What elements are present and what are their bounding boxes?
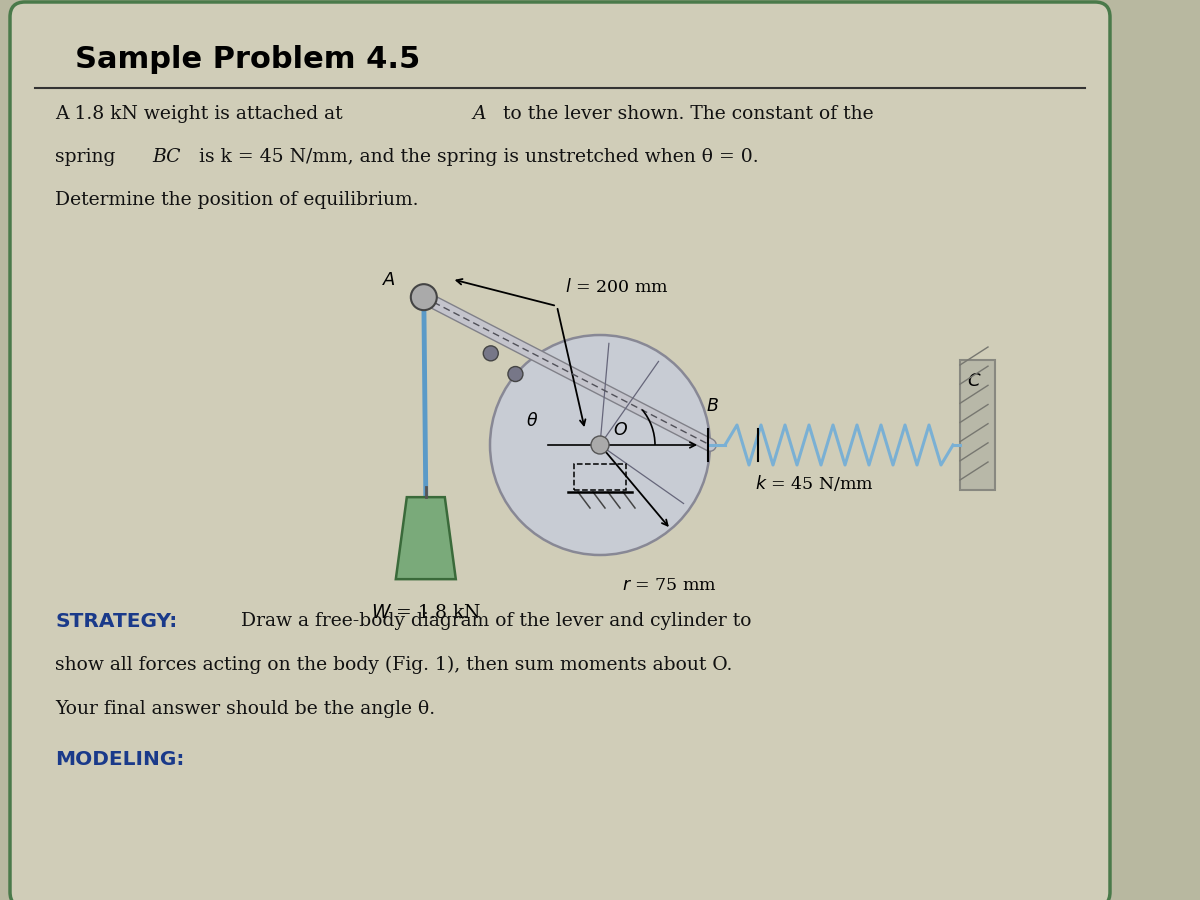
- Text: STRATEGY:: STRATEGY:: [55, 612, 178, 631]
- Text: is k = 45 N/mm, and the spring is unstretched when θ = 0.: is k = 45 N/mm, and the spring is unstre…: [193, 148, 758, 166]
- Text: A: A: [472, 105, 486, 123]
- Text: $k$ = 45 N/mm: $k$ = 45 N/mm: [755, 473, 874, 493]
- Text: $A$: $A$: [382, 271, 396, 289]
- Text: to the lever shown. The constant of the: to the lever shown. The constant of the: [497, 105, 874, 123]
- Circle shape: [410, 284, 437, 310]
- Circle shape: [592, 436, 610, 454]
- Circle shape: [484, 346, 498, 361]
- Bar: [574, 464, 626, 490]
- Text: $\theta$: $\theta$: [526, 412, 538, 430]
- Text: $l$ = 200 mm: $l$ = 200 mm: [565, 278, 668, 296]
- Text: Sample Problem 4.5: Sample Problem 4.5: [74, 45, 420, 74]
- Text: MODELING:: MODELING:: [55, 750, 185, 769]
- Circle shape: [508, 366, 523, 382]
- Text: $W$ = 1.8 kN: $W$ = 1.8 kN: [371, 604, 481, 622]
- Text: $O$: $O$: [613, 422, 628, 439]
- Text: spring: spring: [55, 148, 121, 166]
- Text: BC: BC: [152, 148, 180, 166]
- Text: Your final answer should be the angle θ.: Your final answer should be the angle θ.: [55, 700, 436, 718]
- Circle shape: [490, 335, 710, 555]
- Text: $r$ = 75 mm: $r$ = 75 mm: [622, 577, 716, 594]
- FancyBboxPatch shape: [10, 2, 1110, 900]
- Text: A 1.8 kN weight is attached at: A 1.8 kN weight is attached at: [55, 105, 349, 123]
- Text: Determine the position of equilibrium.: Determine the position of equilibrium.: [55, 191, 419, 209]
- Polygon shape: [396, 497, 456, 580]
- Bar: [960, 360, 995, 490]
- Text: Draw a free-body diagram of the lever and cylinder to: Draw a free-body diagram of the lever an…: [235, 612, 751, 630]
- Text: $C$: $C$: [967, 372, 982, 390]
- Text: $B$: $B$: [706, 398, 719, 415]
- Text: show all forces acting on the body (Fig. 1), then sum moments about O.: show all forces acting on the body (Fig.…: [55, 656, 732, 674]
